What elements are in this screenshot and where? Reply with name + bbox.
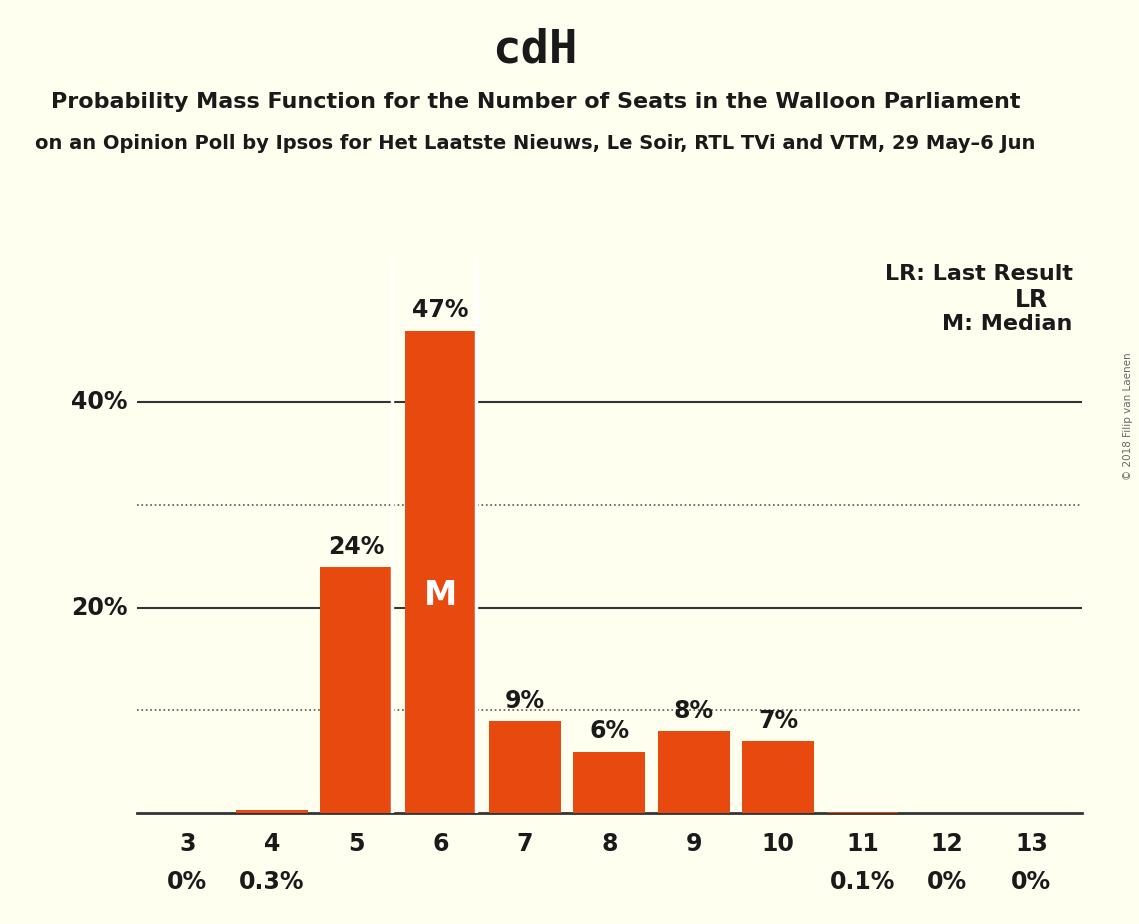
- Text: 7%: 7%: [759, 709, 798, 733]
- Text: M: M: [424, 579, 457, 613]
- Bar: [320, 566, 392, 813]
- Bar: [743, 741, 814, 813]
- Text: 0%: 0%: [1011, 869, 1051, 894]
- Text: cdH: cdH: [492, 28, 579, 73]
- Bar: [827, 812, 899, 813]
- Text: on an Opinion Poll by Ipsos for Het Laatste Nieuws, Le Soir, RTL TVi and VTM, 29: on an Opinion Poll by Ipsos for Het Laat…: [35, 134, 1035, 153]
- Bar: [404, 331, 476, 813]
- Text: 0%: 0%: [927, 869, 967, 894]
- Text: Probability Mass Function for the Number of Seats in the Walloon Parliament: Probability Mass Function for the Number…: [50, 92, 1021, 113]
- Text: LR: LR: [1015, 287, 1048, 311]
- Text: 40%: 40%: [71, 391, 128, 415]
- Bar: [658, 731, 730, 813]
- Text: LR: Last Result: LR: Last Result: [885, 264, 1073, 285]
- Bar: [489, 721, 560, 813]
- Text: M: Median: M: Median: [942, 314, 1073, 334]
- Text: 24%: 24%: [328, 534, 384, 558]
- Text: 0.1%: 0.1%: [830, 869, 895, 894]
- Text: 8%: 8%: [673, 699, 714, 723]
- Bar: [236, 810, 308, 813]
- Text: 9%: 9%: [505, 688, 546, 712]
- Text: 47%: 47%: [412, 298, 469, 322]
- Text: 20%: 20%: [71, 596, 128, 620]
- Bar: [574, 751, 645, 813]
- Text: 6%: 6%: [589, 719, 630, 743]
- Text: 0.3%: 0.3%: [239, 869, 304, 894]
- Text: © 2018 Filip van Laenen: © 2018 Filip van Laenen: [1123, 352, 1133, 480]
- Text: 0%: 0%: [167, 869, 207, 894]
